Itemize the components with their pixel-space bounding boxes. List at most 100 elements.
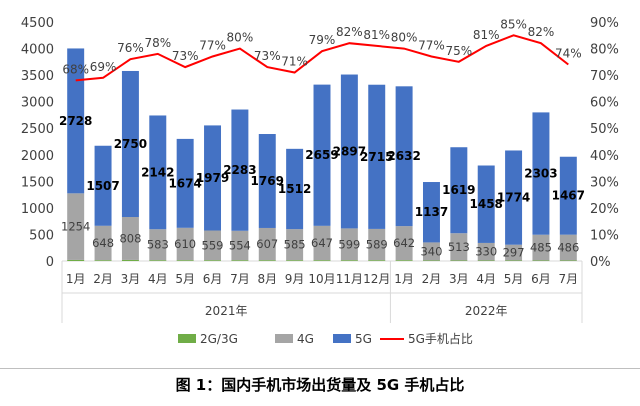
bar-label-4g: 647: [311, 236, 333, 250]
bar-4g: [340, 228, 358, 261]
year-label: 2021年: [205, 304, 248, 318]
bar-label-4g: 585: [284, 238, 306, 252]
bar-5g: [559, 156, 577, 235]
bar-label-4g: 589: [366, 238, 388, 252]
bar-label-5g: 2632: [387, 149, 420, 163]
legend-label: 4G: [297, 332, 314, 346]
x-tick-label: 9月: [285, 272, 305, 286]
bar-5g: [286, 148, 304, 230]
bar-label-5g: 1674: [168, 176, 201, 190]
bar-2g-3g: [286, 260, 304, 261]
ratio-label: 75%: [446, 44, 473, 58]
x-tick-label: 3月: [449, 272, 469, 286]
y-tick-label: 2000: [21, 149, 54, 164]
y2-tick-label: 70%: [590, 69, 619, 84]
ratio-label: 81%: [363, 28, 390, 42]
bar-label-4g: 330: [475, 245, 497, 259]
ratio-line-path: [75, 34, 569, 82]
bar-label-5g: 2303: [524, 167, 557, 181]
bar-2g-3g: [368, 260, 386, 261]
x-tick-label: 1月: [394, 272, 414, 286]
legend-swatch: [178, 334, 196, 343]
bar-label-4g: 599: [338, 237, 360, 251]
bar-label-4g: 554: [229, 238, 251, 252]
x-tick-label: 11月: [336, 272, 363, 286]
bar-label-5g: 1512: [278, 182, 311, 196]
bar-5g: [149, 115, 167, 230]
bar-5g: [121, 70, 139, 218]
bar-2g-3g: [121, 259, 139, 261]
bar-5g: [204, 125, 222, 231]
y-tick-label: 3000: [21, 96, 54, 111]
bar-2g-3g: [231, 260, 249, 261]
x-tick-label: 2月: [93, 272, 113, 286]
ratio-label: 69%: [90, 60, 117, 74]
bar-5g: [422, 182, 440, 243]
ratio-label: 73%: [254, 49, 281, 63]
ratio-label: 81%: [473, 28, 500, 42]
ratio-label: 73%: [172, 49, 199, 63]
bar-4g: [450, 233, 468, 261]
ratio-labels: 68% 69%76% 78%73%77%80%73% 71%79%82% 81% 80%7…: [62, 17, 581, 76]
bar-4g: [505, 244, 523, 261]
legend-label: 2G/3G: [200, 332, 238, 346]
bars: [67, 48, 577, 261]
bar-label-4g: 648: [92, 236, 114, 250]
bar-label-4g: 583: [147, 238, 169, 252]
bar-5g: [340, 74, 358, 229]
x-tick-label: 6月: [203, 272, 223, 286]
bar-5g: [231, 109, 249, 231]
bar-2g-3g: [204, 260, 222, 261]
ratio-label: 71%: [281, 54, 308, 68]
bar-4g: [559, 234, 577, 261]
y2-tick-label: 30%: [590, 175, 619, 190]
x-tick-label: 5月: [504, 272, 524, 286]
bar-label-5g: 1619: [442, 183, 475, 197]
x-tick-label: 5月: [175, 272, 195, 286]
bar-label-5g: 1769: [251, 174, 284, 188]
legend-swatch: [275, 334, 293, 343]
bar-label-4g: 340: [420, 244, 442, 258]
bar-4g: [67, 193, 85, 260]
x-tick-label: 12月: [363, 272, 390, 286]
ratio-label: 78%: [144, 36, 171, 50]
bar-2g-3g: [340, 260, 358, 261]
bar-4g: [532, 234, 550, 261]
bar-label-4g: 1254: [61, 220, 90, 234]
bar-2g-3g: [395, 260, 413, 261]
bar-label-5g: 1774: [497, 191, 530, 205]
bar-2g-3g: [477, 260, 495, 261]
ratio-label: 77%: [418, 39, 445, 53]
bar-label-4g: 513: [448, 240, 470, 254]
ratio-label: 76%: [117, 41, 144, 55]
bar-label-5g: 2897: [333, 144, 366, 158]
bar-label-5g: 2283: [223, 163, 256, 177]
bar-label-5g: 1458: [470, 197, 503, 211]
legend-label: 5G: [355, 332, 372, 346]
bar-4g: [286, 229, 304, 261]
figure-caption: 图 1：国内手机市场出货量及 5G 手机占比: [175, 376, 465, 394]
bar-4g: [231, 230, 249, 261]
bar-4g: [258, 227, 276, 261]
ratio-label: 77%: [199, 39, 226, 53]
x-tick-label: 4月: [148, 272, 168, 286]
x-tick-label: 4月: [476, 272, 496, 286]
x-tick-label: 2月: [422, 272, 442, 286]
x-tick-label: 7月: [230, 272, 250, 286]
ratio-line: [75, 34, 569, 82]
bar-labels: 1254 2728 648 1507 808 2750 583 2142 610 1674 559 1…: [59, 114, 585, 260]
y-tick-label: 1500: [21, 175, 54, 190]
bar-label-5g: 2142: [141, 165, 174, 179]
bar-2g-3g: [450, 260, 468, 261]
x-tick-label: 1月: [66, 272, 86, 286]
legend: 2G/3G 4G 5G 5G手机占比: [178, 331, 473, 346]
bar-2g-3g: [313, 260, 331, 261]
bar-label-4g: 808: [119, 231, 141, 245]
y-tick-label: 3500: [21, 69, 54, 84]
ratio-label: 74%: [555, 46, 582, 60]
ratio-label: 79%: [309, 33, 336, 47]
x-tick-label: 10月: [308, 272, 335, 286]
bar-2g-3g: [176, 260, 194, 261]
bar-2g-3g: [559, 260, 577, 261]
bar-4g: [94, 225, 112, 261]
